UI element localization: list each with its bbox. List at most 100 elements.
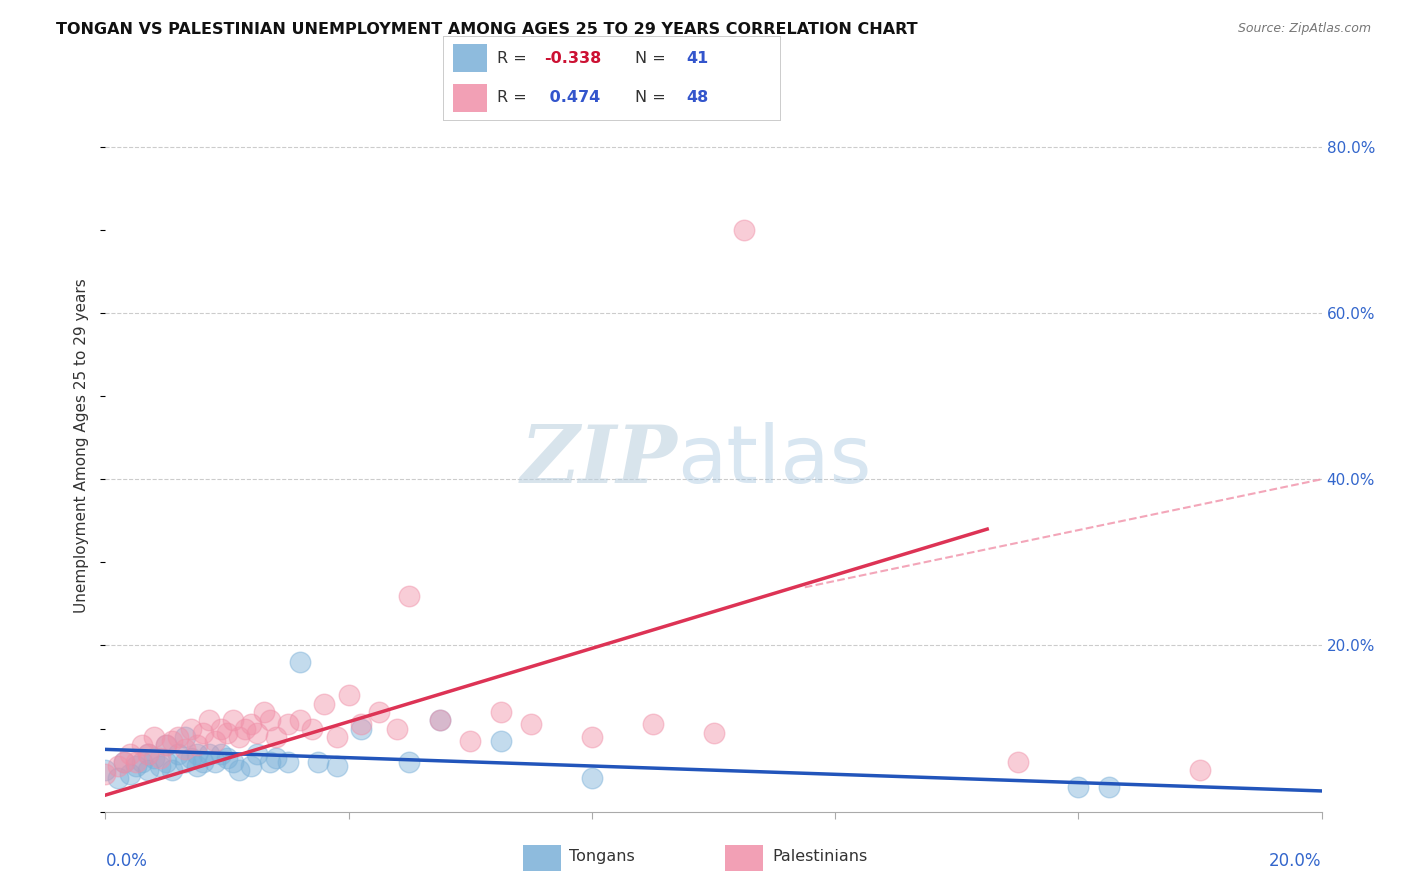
Point bbox=[429, 714, 451, 728]
Point bbox=[198, 714, 221, 728]
Point bbox=[387, 722, 409, 736]
Text: 0.0%: 0.0% bbox=[105, 852, 148, 870]
Point bbox=[173, 742, 195, 756]
Point bbox=[136, 747, 159, 761]
Point bbox=[118, 767, 141, 781]
Point bbox=[1067, 780, 1090, 794]
Text: N =: N = bbox=[636, 51, 671, 66]
Text: R =: R = bbox=[496, 90, 531, 105]
Point bbox=[94, 763, 117, 777]
Point bbox=[155, 755, 177, 769]
Text: 0.474: 0.474 bbox=[544, 90, 600, 105]
Point bbox=[155, 738, 177, 752]
Point bbox=[136, 763, 159, 777]
Text: N =: N = bbox=[636, 90, 671, 105]
Point bbox=[240, 717, 263, 731]
Point bbox=[520, 717, 543, 731]
Point bbox=[307, 755, 329, 769]
Text: 41: 41 bbox=[686, 51, 709, 66]
Point bbox=[173, 755, 195, 769]
Point bbox=[191, 725, 214, 739]
Point bbox=[240, 759, 263, 773]
Point bbox=[1188, 763, 1211, 777]
Bar bbox=[453, 44, 486, 72]
Point bbox=[112, 755, 135, 769]
Point bbox=[112, 755, 135, 769]
Bar bbox=[725, 845, 763, 871]
Point bbox=[337, 689, 360, 703]
Bar bbox=[523, 845, 561, 871]
Point bbox=[198, 747, 221, 761]
Point bbox=[107, 772, 129, 786]
Point bbox=[368, 705, 391, 719]
Point bbox=[228, 763, 250, 777]
Point bbox=[222, 755, 245, 769]
Text: 20.0%: 20.0% bbox=[1270, 852, 1322, 870]
Point bbox=[489, 705, 512, 719]
Point bbox=[314, 697, 336, 711]
Point bbox=[173, 730, 195, 744]
Point bbox=[204, 755, 226, 769]
Point bbox=[246, 725, 269, 739]
Point bbox=[125, 755, 148, 769]
Point bbox=[252, 705, 274, 719]
Point bbox=[288, 714, 311, 728]
Point bbox=[1007, 755, 1029, 769]
Point bbox=[325, 730, 347, 744]
Point bbox=[125, 759, 148, 773]
Point bbox=[204, 734, 226, 748]
Point bbox=[398, 589, 420, 603]
Point bbox=[167, 730, 190, 744]
Point bbox=[131, 755, 153, 769]
Text: -0.338: -0.338 bbox=[544, 51, 602, 66]
Point bbox=[264, 750, 287, 764]
Point bbox=[1098, 780, 1121, 794]
Point bbox=[191, 755, 214, 769]
Point bbox=[233, 722, 256, 736]
Point bbox=[143, 730, 166, 744]
Point bbox=[107, 759, 129, 773]
Point bbox=[209, 722, 232, 736]
Point bbox=[162, 734, 184, 748]
Point bbox=[118, 747, 141, 761]
Point bbox=[350, 722, 373, 736]
Point bbox=[277, 755, 299, 769]
Point bbox=[325, 759, 347, 773]
Point bbox=[702, 725, 725, 739]
Point bbox=[398, 755, 420, 769]
Point bbox=[186, 747, 208, 761]
Point bbox=[94, 767, 117, 781]
Point bbox=[155, 738, 177, 752]
Point bbox=[458, 734, 481, 748]
Text: R =: R = bbox=[496, 51, 531, 66]
Point bbox=[228, 730, 250, 744]
Point bbox=[288, 655, 311, 669]
Text: Palestinians: Palestinians bbox=[772, 849, 868, 864]
Point bbox=[581, 730, 603, 744]
Text: Tongans: Tongans bbox=[569, 849, 636, 864]
Point bbox=[581, 772, 603, 786]
Point bbox=[733, 223, 755, 237]
Point bbox=[489, 734, 512, 748]
Point bbox=[209, 747, 232, 761]
Point bbox=[136, 747, 159, 761]
Text: Source: ZipAtlas.com: Source: ZipAtlas.com bbox=[1237, 22, 1371, 36]
Point bbox=[143, 750, 166, 764]
Text: atlas: atlas bbox=[678, 422, 872, 500]
Point bbox=[350, 717, 373, 731]
Point bbox=[641, 717, 664, 731]
Point bbox=[217, 725, 239, 739]
Point bbox=[277, 717, 299, 731]
Y-axis label: Unemployment Among Ages 25 to 29 years: Unemployment Among Ages 25 to 29 years bbox=[75, 278, 90, 614]
Point bbox=[149, 759, 172, 773]
Point bbox=[429, 714, 451, 728]
Point bbox=[180, 750, 202, 764]
Point bbox=[217, 750, 239, 764]
Text: 48: 48 bbox=[686, 90, 709, 105]
Point bbox=[180, 722, 202, 736]
Point bbox=[186, 759, 208, 773]
Point bbox=[264, 730, 287, 744]
Point bbox=[149, 750, 172, 764]
Point bbox=[131, 738, 153, 752]
Point bbox=[259, 755, 281, 769]
